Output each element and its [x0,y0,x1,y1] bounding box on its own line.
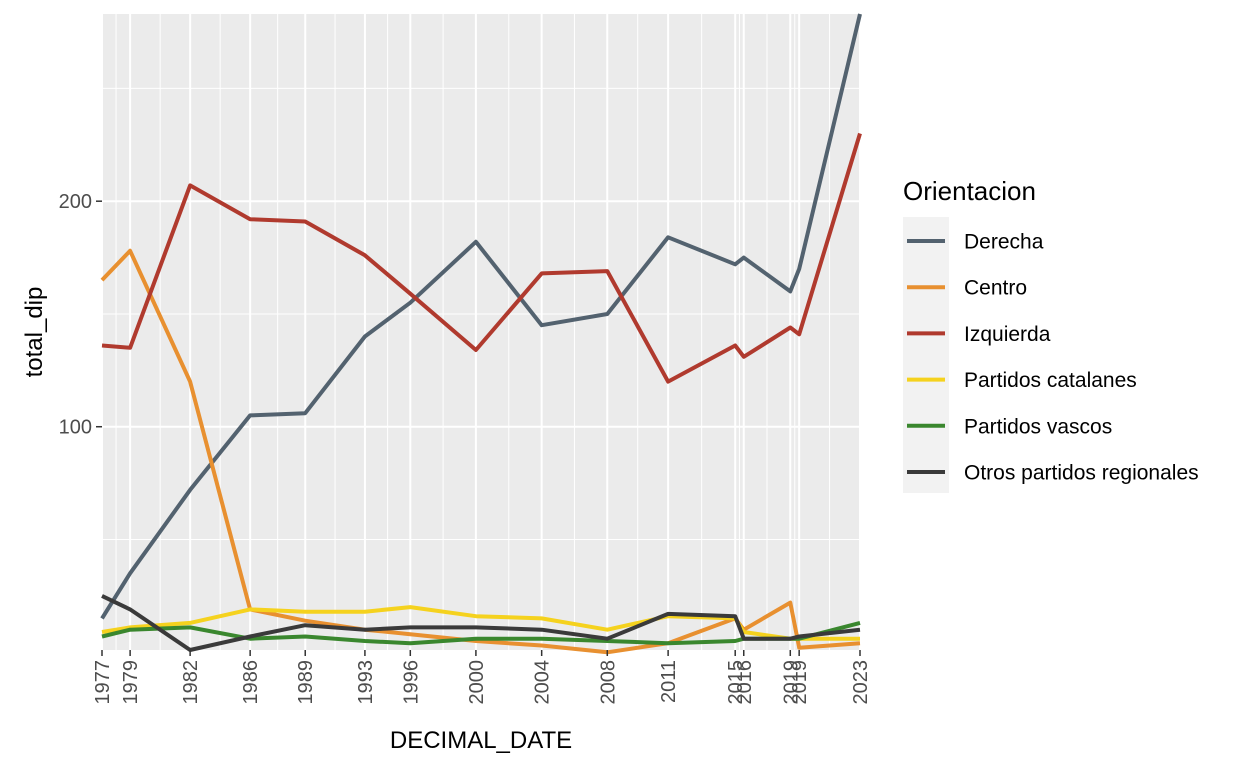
x-tick-label: 1979 [120,660,142,705]
x-tick-label: 2004 [532,660,554,705]
legend-label: Partidos catalanes [964,369,1137,392]
series-line [100,248,861,655]
x-tick-label: 1996 [400,660,422,705]
x-tick-label: 2019 [789,660,811,705]
legend-items: Derecha Centro Izquierda Partidos catalanes… [907,231,1199,485]
legend-key-background [903,217,949,493]
y-axis-title: total_dip [21,287,48,378]
legend-label: Derecha [964,231,1044,254]
plot-panel [102,14,860,650]
x-tick-label: 2015 [725,660,747,705]
legend: Orientacion Derecha Centro Izquierda Partid… [903,176,1199,493]
legend-label: Otros partidos regionales [964,462,1199,485]
x-tick-label: 1989 [295,660,317,705]
x-axis: 1977 1979 1982 1986 1989 1993 1996 2000 2004 2008… [92,650,872,705]
legend-title: Orientacion [903,176,1036,206]
x-axis-title: DECIMAL_DATE [390,727,572,754]
grid-lines [101,14,861,650]
series-line [100,13,862,620]
series-line [101,594,861,652]
y-axis: 100 200 [59,191,102,439]
series-lines [100,13,862,655]
legend-label: Partidos vascos [964,415,1112,438]
x-tick-label: 2011 [658,660,680,703]
x-tick-label: 2000 [466,660,488,705]
legend-label: Centro [964,277,1027,300]
x-tick-label: 1977 [92,660,114,705]
series-line [101,132,862,384]
x-tick-label: 2008 [597,660,619,705]
x-tick-label: 1993 [355,660,377,705]
x-tick-label: 1986 [240,660,262,705]
legend-label: Izquierda [964,323,1051,346]
x-tick-label: 2023 [850,660,872,705]
x-tick-label: 1982 [180,660,202,705]
series-line [101,605,860,641]
y-tick-label: 200 [59,191,92,213]
y-tick-label: 100 [59,417,92,439]
x-tick-label: 2019 [780,660,802,705]
x-tick-label: 2016 [734,660,756,705]
